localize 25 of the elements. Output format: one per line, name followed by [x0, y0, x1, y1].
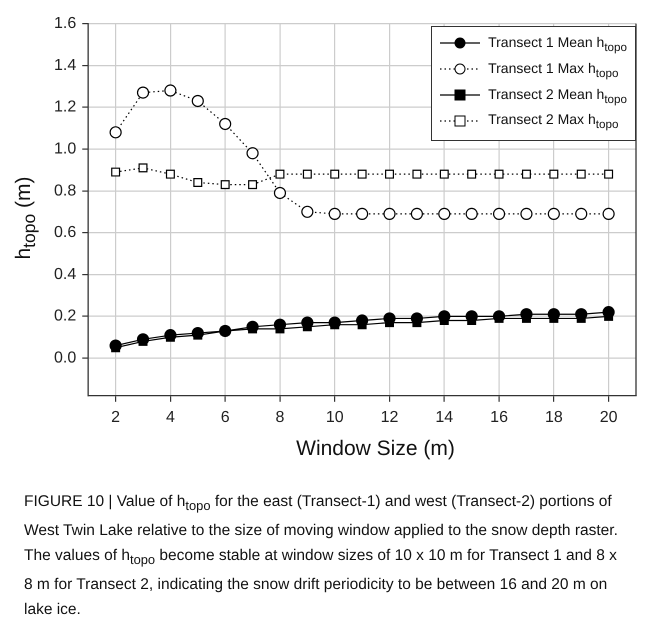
- y-tick-label: 0.2: [54, 308, 76, 325]
- legend-label: Transect 1 Mean h$_{topo}$: [488, 34, 627, 54]
- x-tick-label: 12: [380, 408, 399, 426]
- y-tick-label: 1.4: [54, 56, 76, 74]
- x-tick-label: 18: [544, 408, 563, 426]
- legend-label: Transect 2 Mean h$_{topo}$: [488, 86, 627, 106]
- y-tick-label: 0.4: [54, 266, 76, 283]
- x-tick-label: 8: [276, 408, 285, 426]
- x-tick-label: 16: [490, 408, 508, 426]
- x-axis-title: Window Size (m): [295, 437, 456, 461]
- x-tick-label: 2: [111, 408, 120, 426]
- legend-label: Transect 1 Max h$_{topo}$: [488, 60, 618, 80]
- y-tick-label: 1.6: [54, 15, 76, 32]
- x-tick-label: 20: [600, 408, 618, 426]
- x-tick-label: 4: [166, 408, 175, 426]
- y-tick-label: 0.6: [54, 224, 76, 242]
- legend-label: Transect 2 Max h$_{topo}$: [488, 111, 618, 132]
- y-tick-label: 0.0: [54, 350, 76, 367]
- x-tick-label: 6: [220, 408, 230, 426]
- x-tick-label: 14: [435, 408, 454, 426]
- x-tick-label: 10: [326, 408, 344, 426]
- text: FIGURE 10 | Value of h$_{topo}$ for the east (Transect-1) and west (Transect-2) portions of West Twin Lake relative to the size of moving window applied to the snow depth raster. The values of h$_{topo}$ become stable at window sizes of 10 x 10 m for Transect 1 and 8 x 8 m for Transect 2, indicating the snow drift periodicity to be between 16 and 20 m on lake ice.: [24, 493, 618, 618]
- y-tick-label: 0.8: [54, 182, 76, 200]
- y-tick-label: 1.0: [54, 140, 76, 158]
- y-tick-label: 1.2: [54, 98, 76, 116]
